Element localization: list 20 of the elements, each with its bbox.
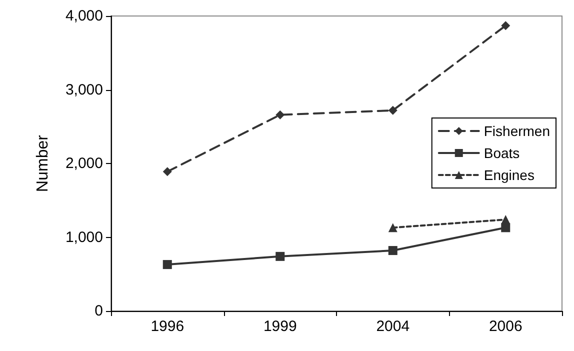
point: [162, 167, 172, 176]
y-tick-label: 3,000: [65, 81, 103, 98]
x-tick-label: 2004: [376, 318, 410, 335]
y-axis-title: Number: [34, 134, 52, 192]
point: [162, 260, 172, 270]
y-tick-label: 1,000: [65, 228, 103, 246]
legend-label: Fishermen: [484, 123, 550, 139]
y-tick-label: 2,000: [65, 155, 103, 172]
legend-label: Engines: [484, 167, 534, 183]
point: [501, 21, 510, 30]
point: [388, 106, 398, 115]
y-tick-label: 4,000: [65, 8, 103, 24]
x-tick-label: 2006: [488, 318, 522, 335]
point: [388, 246, 398, 256]
y-tick-label: 0: [94, 302, 103, 320]
point: [276, 110, 285, 120]
x-tick-label: 1999: [263, 318, 297, 335]
legend-label: Boats: [484, 145, 520, 161]
point: [276, 252, 285, 261]
x-tick-label: 1996: [150, 318, 184, 335]
